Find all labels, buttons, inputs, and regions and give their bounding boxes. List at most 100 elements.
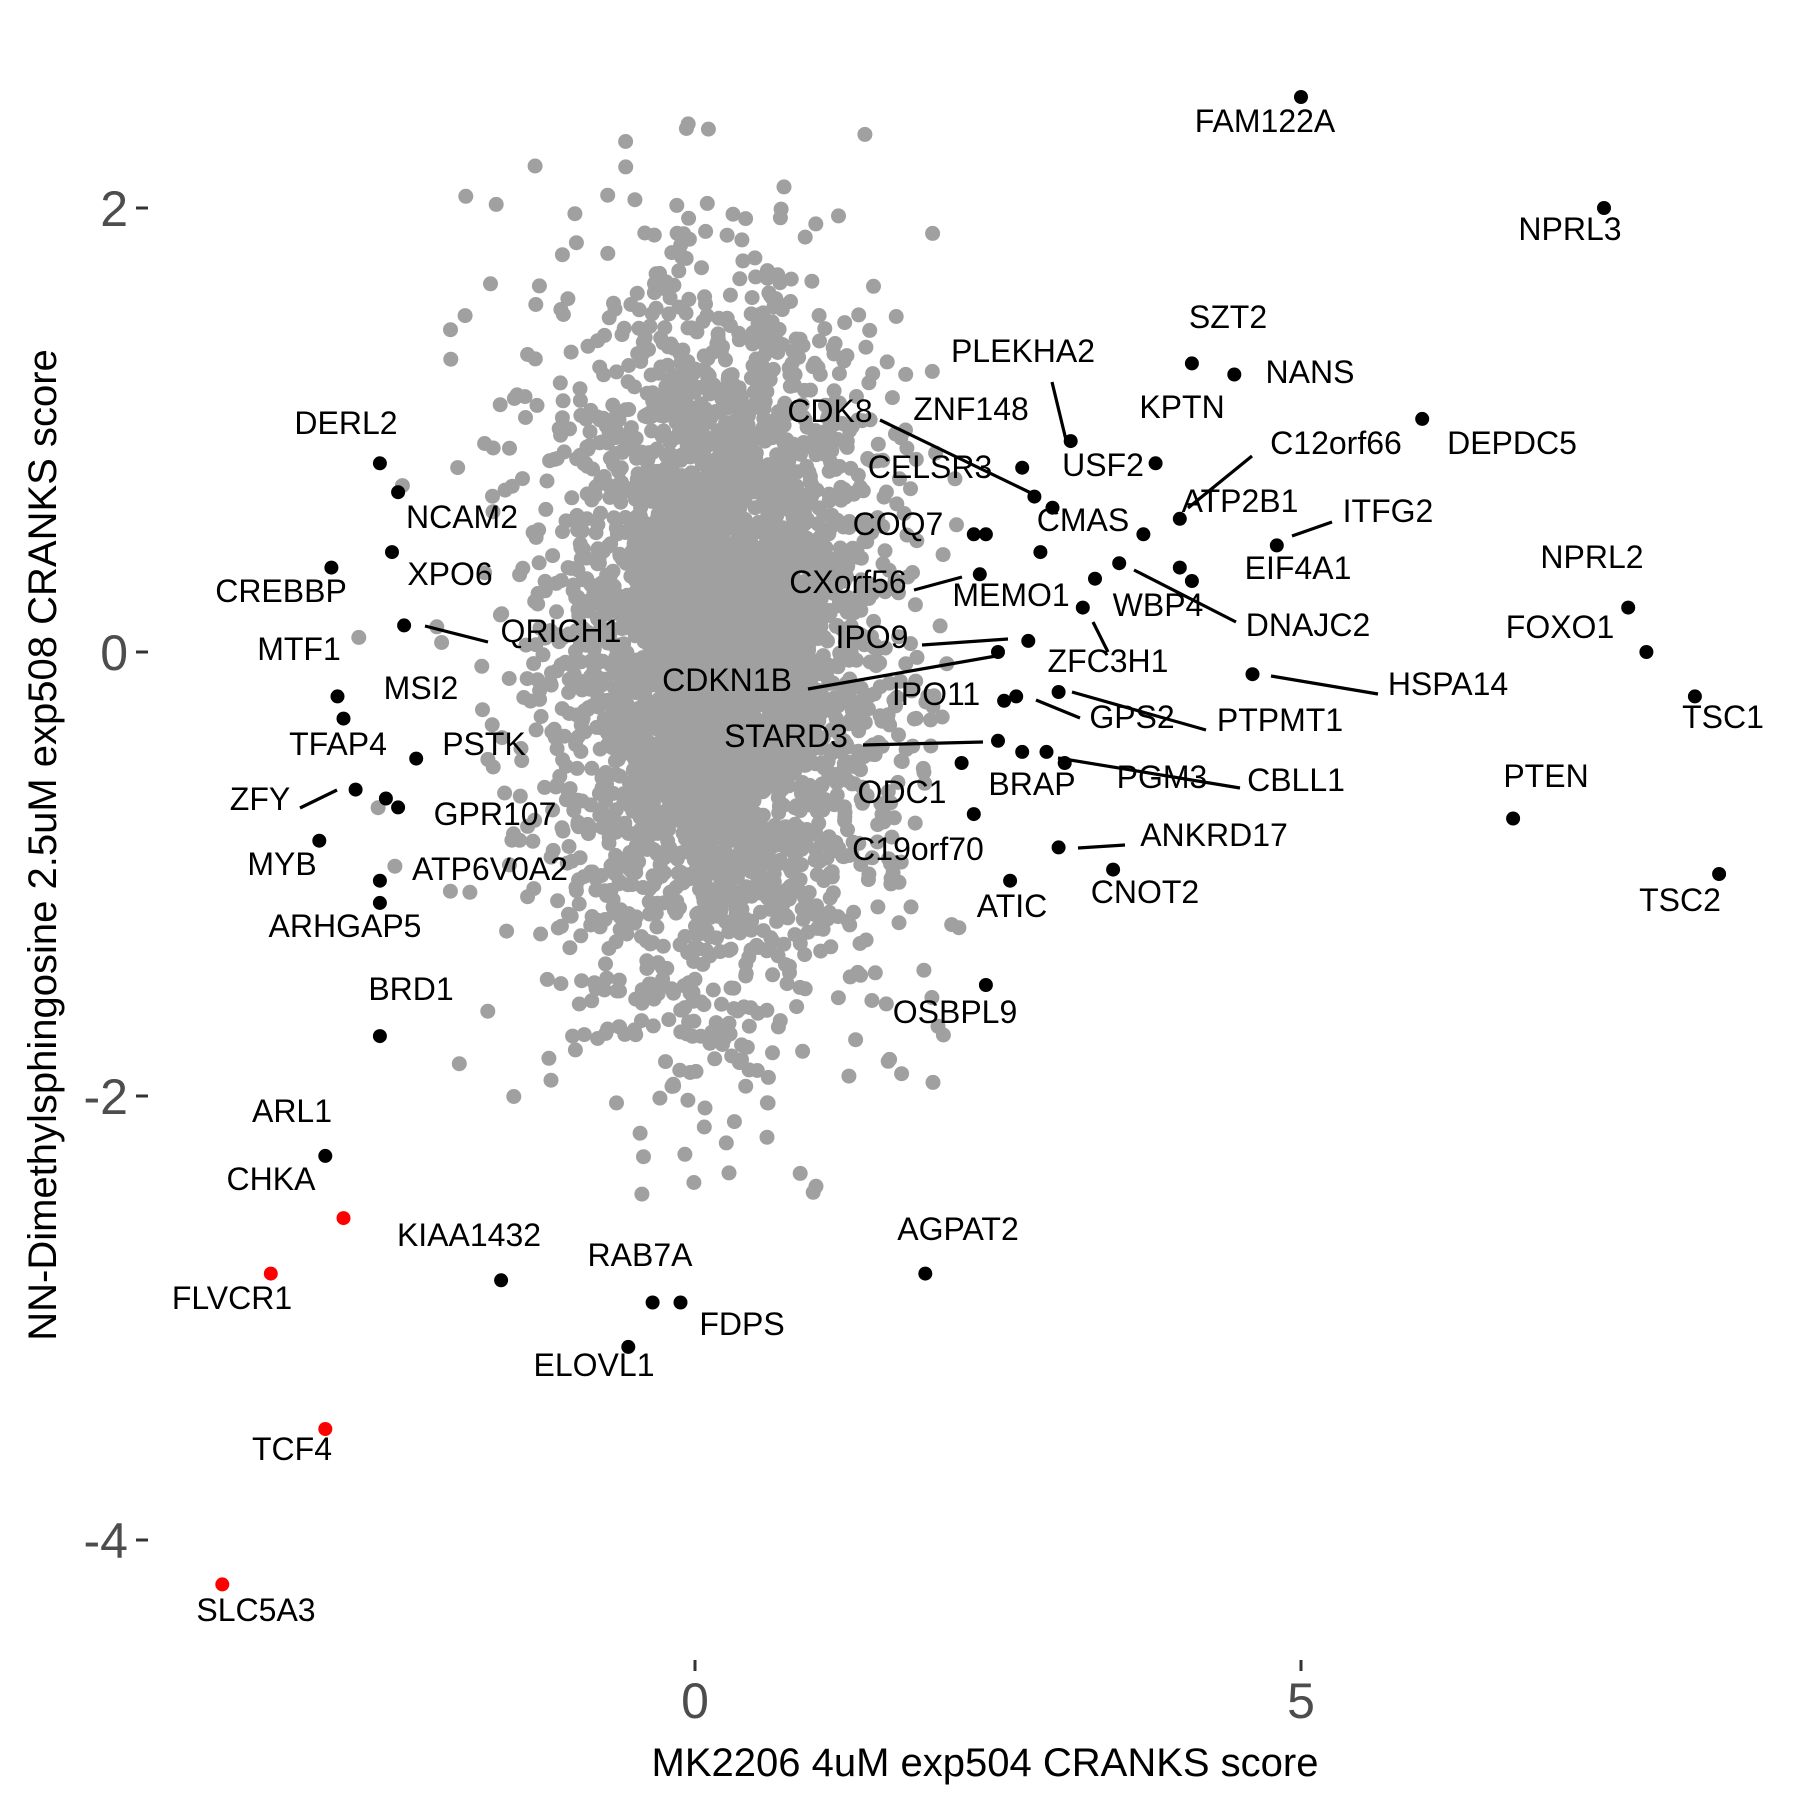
background-point: [610, 684, 626, 700]
background-point: [598, 765, 614, 780]
gene-label: C12orf66: [1270, 425, 1402, 461]
background-point: [771, 805, 787, 821]
background-point: [654, 538, 670, 554]
background-point: [584, 492, 600, 508]
background-point: [934, 709, 950, 725]
background-point: [584, 993, 600, 1009]
background-point: [697, 1100, 713, 1116]
background-point: [696, 643, 712, 659]
background-point: [547, 730, 563, 746]
background-point: [776, 179, 792, 195]
background-point: [590, 1031, 606, 1046]
background-point: [837, 315, 853, 331]
gene-label: GPS2: [1089, 699, 1174, 735]
background-point: [650, 707, 666, 723]
background-point: [738, 965, 754, 981]
background-point: [668, 879, 684, 895]
background-point: [634, 481, 649, 497]
background-point: [783, 271, 799, 287]
background-point: [817, 321, 833, 337]
background-point: [443, 351, 459, 367]
background-point: [567, 206, 583, 222]
background-point: [760, 1069, 776, 1085]
background-point: [571, 896, 587, 912]
background-point: [767, 686, 783, 702]
background-point: [730, 825, 746, 841]
background-point: [780, 541, 796, 557]
background-point: [695, 925, 711, 941]
background-point: [851, 307, 867, 323]
gene-annotations: FAM122A NPRL3 SZT2 NANS PLEKHA2 CDK8 ZNF148 KPT…: [172, 103, 1764, 1628]
background-point: [627, 192, 643, 208]
background-point: [681, 722, 697, 738]
background-point: [608, 520, 624, 536]
background-point: [677, 1146, 693, 1162]
background-point: [553, 918, 569, 934]
background-point: [687, 361, 703, 377]
background-point: [807, 852, 823, 868]
background-point: [908, 451, 924, 467]
background-point: [764, 430, 780, 446]
background-point: [820, 608, 836, 623]
background-point: [672, 578, 688, 594]
background-point: [713, 673, 729, 689]
background-point: [613, 444, 629, 460]
background-point: [882, 1051, 898, 1067]
background-point: [791, 349, 807, 365]
background-point: [882, 717, 898, 733]
background-point: [571, 608, 587, 624]
background-point: [649, 472, 665, 488]
background-point: [599, 776, 614, 792]
background-point: [905, 738, 921, 754]
background-point: [760, 1095, 776, 1111]
background-point: [661, 1012, 677, 1028]
background-point: [598, 418, 614, 434]
background-point: [891, 727, 906, 743]
background-point: [756, 326, 772, 342]
background-point: [864, 577, 879, 593]
background-point: [850, 743, 866, 759]
background-point: [563, 560, 579, 576]
gene-label: CMAS: [1037, 502, 1129, 538]
background-point: [666, 750, 682, 766]
background-point: [617, 743, 633, 759]
gene-label: ODC1: [858, 774, 947, 810]
background-point: [814, 560, 830, 576]
background-point: [634, 1186, 650, 1202]
background-point: [554, 247, 570, 263]
background-point: [864, 453, 880, 469]
background-point: [645, 444, 661, 460]
background-point: [654, 426, 670, 442]
gene-label: NANS: [1266, 354, 1355, 390]
background-point: [923, 738, 939, 754]
background-point: [725, 206, 741, 222]
background-point: [722, 367, 738, 383]
background-point: [757, 337, 773, 353]
background-point: [740, 635, 756, 651]
background-point: [712, 456, 727, 472]
data-point: [1063, 434, 1078, 449]
background-point: [753, 735, 769, 751]
background-point: [722, 557, 738, 573]
background-point: [765, 361, 781, 377]
data-point: [1597, 201, 1611, 215]
background-point: [779, 771, 795, 787]
background-point: [777, 477, 793, 493]
highlight-point: [318, 1422, 333, 1436]
background-point: [644, 817, 660, 833]
gene-label: PLEKHA2: [951, 333, 1095, 369]
gene-label: OSBPL9: [893, 994, 1018, 1030]
background-point: [553, 976, 569, 992]
background-point: [722, 422, 738, 438]
data-point: [645, 1295, 660, 1310]
background-point: [569, 760, 585, 776]
background-point: [766, 759, 782, 775]
background-point: [828, 461, 844, 477]
background-point: [760, 845, 776, 861]
background-point: [780, 694, 796, 710]
background-point: [755, 923, 771, 939]
background-point: [826, 585, 842, 601]
background-point: [735, 418, 751, 434]
background-point: [611, 637, 627, 653]
background-point: [605, 735, 621, 751]
